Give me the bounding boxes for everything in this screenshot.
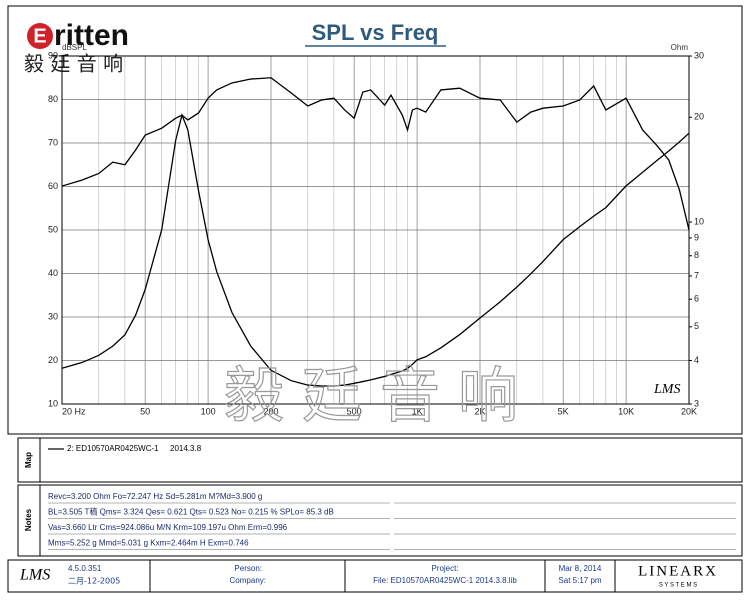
y-tick-label: 40 <box>48 268 58 278</box>
y2-tick-label: 3 <box>694 398 699 408</box>
x-tick-label: 20K <box>681 406 697 416</box>
person: Person: <box>234 564 262 573</box>
y-tick-label: 60 <box>48 181 58 191</box>
company: Company: <box>230 576 266 585</box>
x-tick-label: 50 <box>140 406 150 416</box>
data-line <box>61 112 690 387</box>
y2-tick-label: 9 <box>694 232 699 242</box>
chart-title: SPL vs Freq <box>312 20 439 45</box>
y2-tick-label: 8 <box>694 250 699 260</box>
map-label: Map <box>24 452 33 468</box>
logo-chinese: 毅 廷 音 响 <box>24 52 123 76</box>
x-tick-label: 20 Hz <box>62 406 86 416</box>
note-line-text: Mms=5.252 g Mmd=5.031 g Kxm=2.464m H Exm… <box>48 539 249 548</box>
y-axis-label: dBSPL <box>62 43 87 52</box>
y-tick-label: 10 <box>48 398 58 408</box>
data-line <box>61 77 690 231</box>
y2-tick-label: 5 <box>694 321 699 331</box>
y-tick-label: 70 <box>48 137 58 147</box>
note-line-text: Revc=3.200 Ohm Fo=72.247 Hz Sd=5.281m M?… <box>48 492 262 501</box>
logo-mark: E <box>33 25 46 47</box>
note-line-text: BL=3.505 T稿 Qms= 3.324 Qes= 0.621 Qts= 0… <box>48 507 334 517</box>
y-tick-label: 20 <box>48 355 58 365</box>
y2-tick-label: 7 <box>694 270 699 280</box>
y2-axis-label: Ohm <box>671 43 689 52</box>
y-tick-label: 80 <box>48 94 58 104</box>
x-tick-label: 500 <box>347 406 362 416</box>
x-tick-label: 2K <box>474 406 485 416</box>
brand: LINEARX <box>638 563 718 579</box>
y2-tick-label: 30 <box>694 50 704 60</box>
y2-tick-label: 20 <box>694 112 704 122</box>
watermark: 毅廷音响 <box>224 362 536 432</box>
date: Mar 8, 2014 <box>559 564 602 573</box>
plot-panel <box>7 5 743 435</box>
footer-panel <box>7 559 743 593</box>
footer-lms: LMS <box>19 567 50 584</box>
x-tick-label: 200 <box>263 406 278 416</box>
x-tick-label: 100 <box>201 406 216 416</box>
note-line-text: Vas=3.660 Ltr Cms=924.086u M/N Krm=109.1… <box>48 523 288 532</box>
y2-tick-label: 4 <box>694 355 699 365</box>
legend-date: 2014.3.8 <box>170 444 202 453</box>
map-panel <box>17 437 743 483</box>
brand-sub: S Y S T E M S <box>659 583 697 589</box>
notes-panel <box>17 484 743 557</box>
legend-entry: 2: ED10570AR0425WC-1 <box>67 444 159 453</box>
file: File: ED10570AR0425WC-1 2014.3.8.lib <box>373 576 517 585</box>
version: 4.5.0.351 <box>68 564 102 573</box>
y2-tick-label: 6 <box>694 294 699 304</box>
notes: Revc=3.200 Ohm Fo=72.247 Hz Sd=5.281m M?… <box>48 492 736 550</box>
x-tick-label: 1K <box>412 406 423 416</box>
y-tick-label: 50 <box>48 224 58 234</box>
lms-mark: LMS <box>653 382 680 397</box>
build-date: 二月-12-2005 <box>68 577 120 586</box>
y-tick-label: 30 <box>48 311 58 321</box>
x-tick-label: 5K <box>558 406 569 416</box>
logo-badge <box>27 23 53 49</box>
logo-name: ritten <box>54 19 129 52</box>
plot-area: 20 Hz 50 100 200 500 1K 2K 5K 10K 20K 10 20 30 40 50 60… <box>48 50 704 416</box>
time: Sat 5:17 pm <box>558 576 601 585</box>
x-tick-label: 10K <box>618 406 634 416</box>
y-tick-label: 90 <box>48 50 58 60</box>
y2-tick-label: 10 <box>694 216 704 226</box>
project: Project: <box>431 564 458 573</box>
notes-label: Notes <box>24 508 33 531</box>
